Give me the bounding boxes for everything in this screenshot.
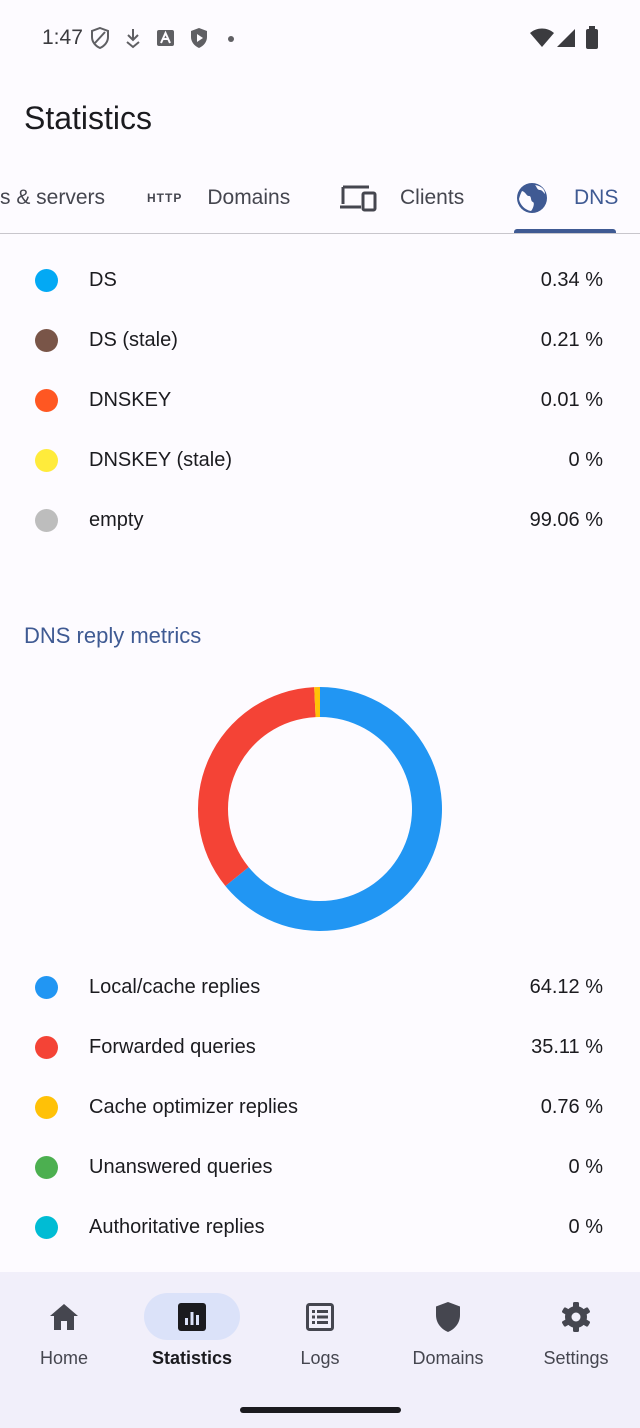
legend-label: DNSKEY (stale) [89,449,233,471]
list-item: empty 99.06 % [0,490,640,550]
legend-label: DNSKEY [89,389,172,411]
home-indicator [240,1407,401,1413]
nav-label: Statistics [151,1348,233,1368]
nav-label: Logs [300,1348,340,1368]
tab-bar: s & servers HTTP Domains Clients DNS [0,162,640,234]
donut-slice-local-cache-replies [225,687,442,931]
legend-label: DS [89,269,117,291]
legend-dot [35,1156,58,1179]
list-item: DNSKEY (stale) 0 % [0,430,640,490]
shield-icon [430,1300,466,1334]
list-item: DS 0.34 % [0,250,640,310]
statistics-icon [174,1300,210,1334]
tab-domains[interactable]: HTTP Domains [147,162,290,234]
tab-label: DNS [574,186,619,209]
legend-label: Local/cache replies [89,976,261,998]
list-item: Local/cache replies 64.12 % [0,957,640,1017]
globe-icon [517,183,547,213]
app-notification-icon [157,30,174,46]
legend-value: 0.21 % [540,329,603,351]
legend-value: 0 % [568,1156,603,1178]
tab-clients[interactable]: Clients [339,162,464,234]
list-item: Cache optimizer replies 0.76 % [0,1077,640,1137]
legend-dot [35,449,58,472]
home-icon [46,1300,82,1334]
legend-label: empty [89,509,144,531]
nav-item-domains[interactable]: Domains [384,1272,512,1392]
donut-slice-forwarded-queries [198,687,316,887]
section-title: DNS reply metrics [24,623,202,648]
http-icon: HTTP [147,191,183,205]
status-bar: 1:47 [0,0,640,78]
logs-icon [302,1300,338,1334]
nav-label: Settings [543,1348,609,1368]
legend-dot [35,1096,58,1119]
legend-value: 0.34 % [540,269,603,291]
download-notification-icon [126,29,140,49]
list-item: Forwarded queries 35.11 % [0,1017,640,1077]
list-item: Unanswered queries 0 % [0,1137,640,1197]
legend-dot [35,389,58,412]
legend-label: DS (stale) [89,329,178,351]
legend-dot [35,1216,58,1239]
nav-label: Home [39,1348,88,1368]
nav-item-logs[interactable]: Logs [256,1272,384,1392]
more-notifications-dot-icon [228,36,234,42]
nav-item-settings[interactable]: Settings [512,1272,640,1392]
legend-dot [35,976,58,999]
legend-label: Authoritative replies [89,1216,265,1238]
vpn-shield-icon [91,27,109,49]
wifi-icon [530,28,554,47]
legend-value: 35.11 % [531,1036,603,1058]
status-time: 1:47 [42,26,83,49]
legend-value: 64.12 % [529,976,603,998]
legend-dot [35,269,58,292]
play-shield-icon [191,28,207,48]
list-item: Authoritative replies 0 % [0,1197,640,1257]
cellular-signal-icon [557,29,575,47]
legend-value: 0.76 % [540,1096,603,1118]
legend-dot [35,329,58,352]
devices-icon [340,185,377,212]
tab-dns[interactable]: DNS [516,162,618,234]
nav-label: Domains [412,1348,484,1368]
tab-indicator [514,229,616,233]
legend-dot [35,1036,58,1059]
tab-upstream-servers[interactable]: s & servers [0,162,105,234]
tab-label: s & servers [0,186,106,209]
page-title: Statistics [24,100,153,136]
legend-value: 0 % [568,449,603,471]
legend-label: Cache optimizer replies [89,1096,298,1118]
legend-value: 0 % [568,1216,603,1238]
tab-label: Domains [207,186,291,209]
bottom-navigation: Home Statistics Logs [0,1272,640,1428]
donut-slice-cache-optimizer-replies [314,687,320,718]
list-item: DS (stale) 0.21 % [0,310,640,370]
battery-icon [586,26,598,49]
legend-value: 99.06 % [529,509,603,531]
legend-label: Forwarded queries [89,1036,256,1058]
tab-label: Clients [400,186,465,209]
legend-label: Unanswered queries [89,1156,273,1178]
nav-item-statistics[interactable]: Statistics [128,1272,256,1392]
list-item: DNSKEY 0.01 % [0,370,640,430]
donut-chart [198,687,442,931]
legend-value: 0.01 % [540,389,603,411]
legend-dot [35,509,58,532]
gear-icon [558,1300,594,1334]
nav-item-home[interactable]: Home [0,1272,128,1392]
